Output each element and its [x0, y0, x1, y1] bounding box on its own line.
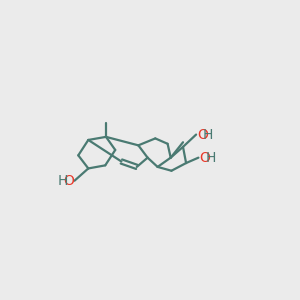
Text: H: H — [203, 128, 213, 142]
Text: H: H — [205, 151, 216, 165]
Text: O: O — [199, 151, 210, 165]
Text: O: O — [197, 128, 208, 142]
Text: H: H — [57, 174, 68, 188]
Text: O: O — [63, 174, 74, 188]
